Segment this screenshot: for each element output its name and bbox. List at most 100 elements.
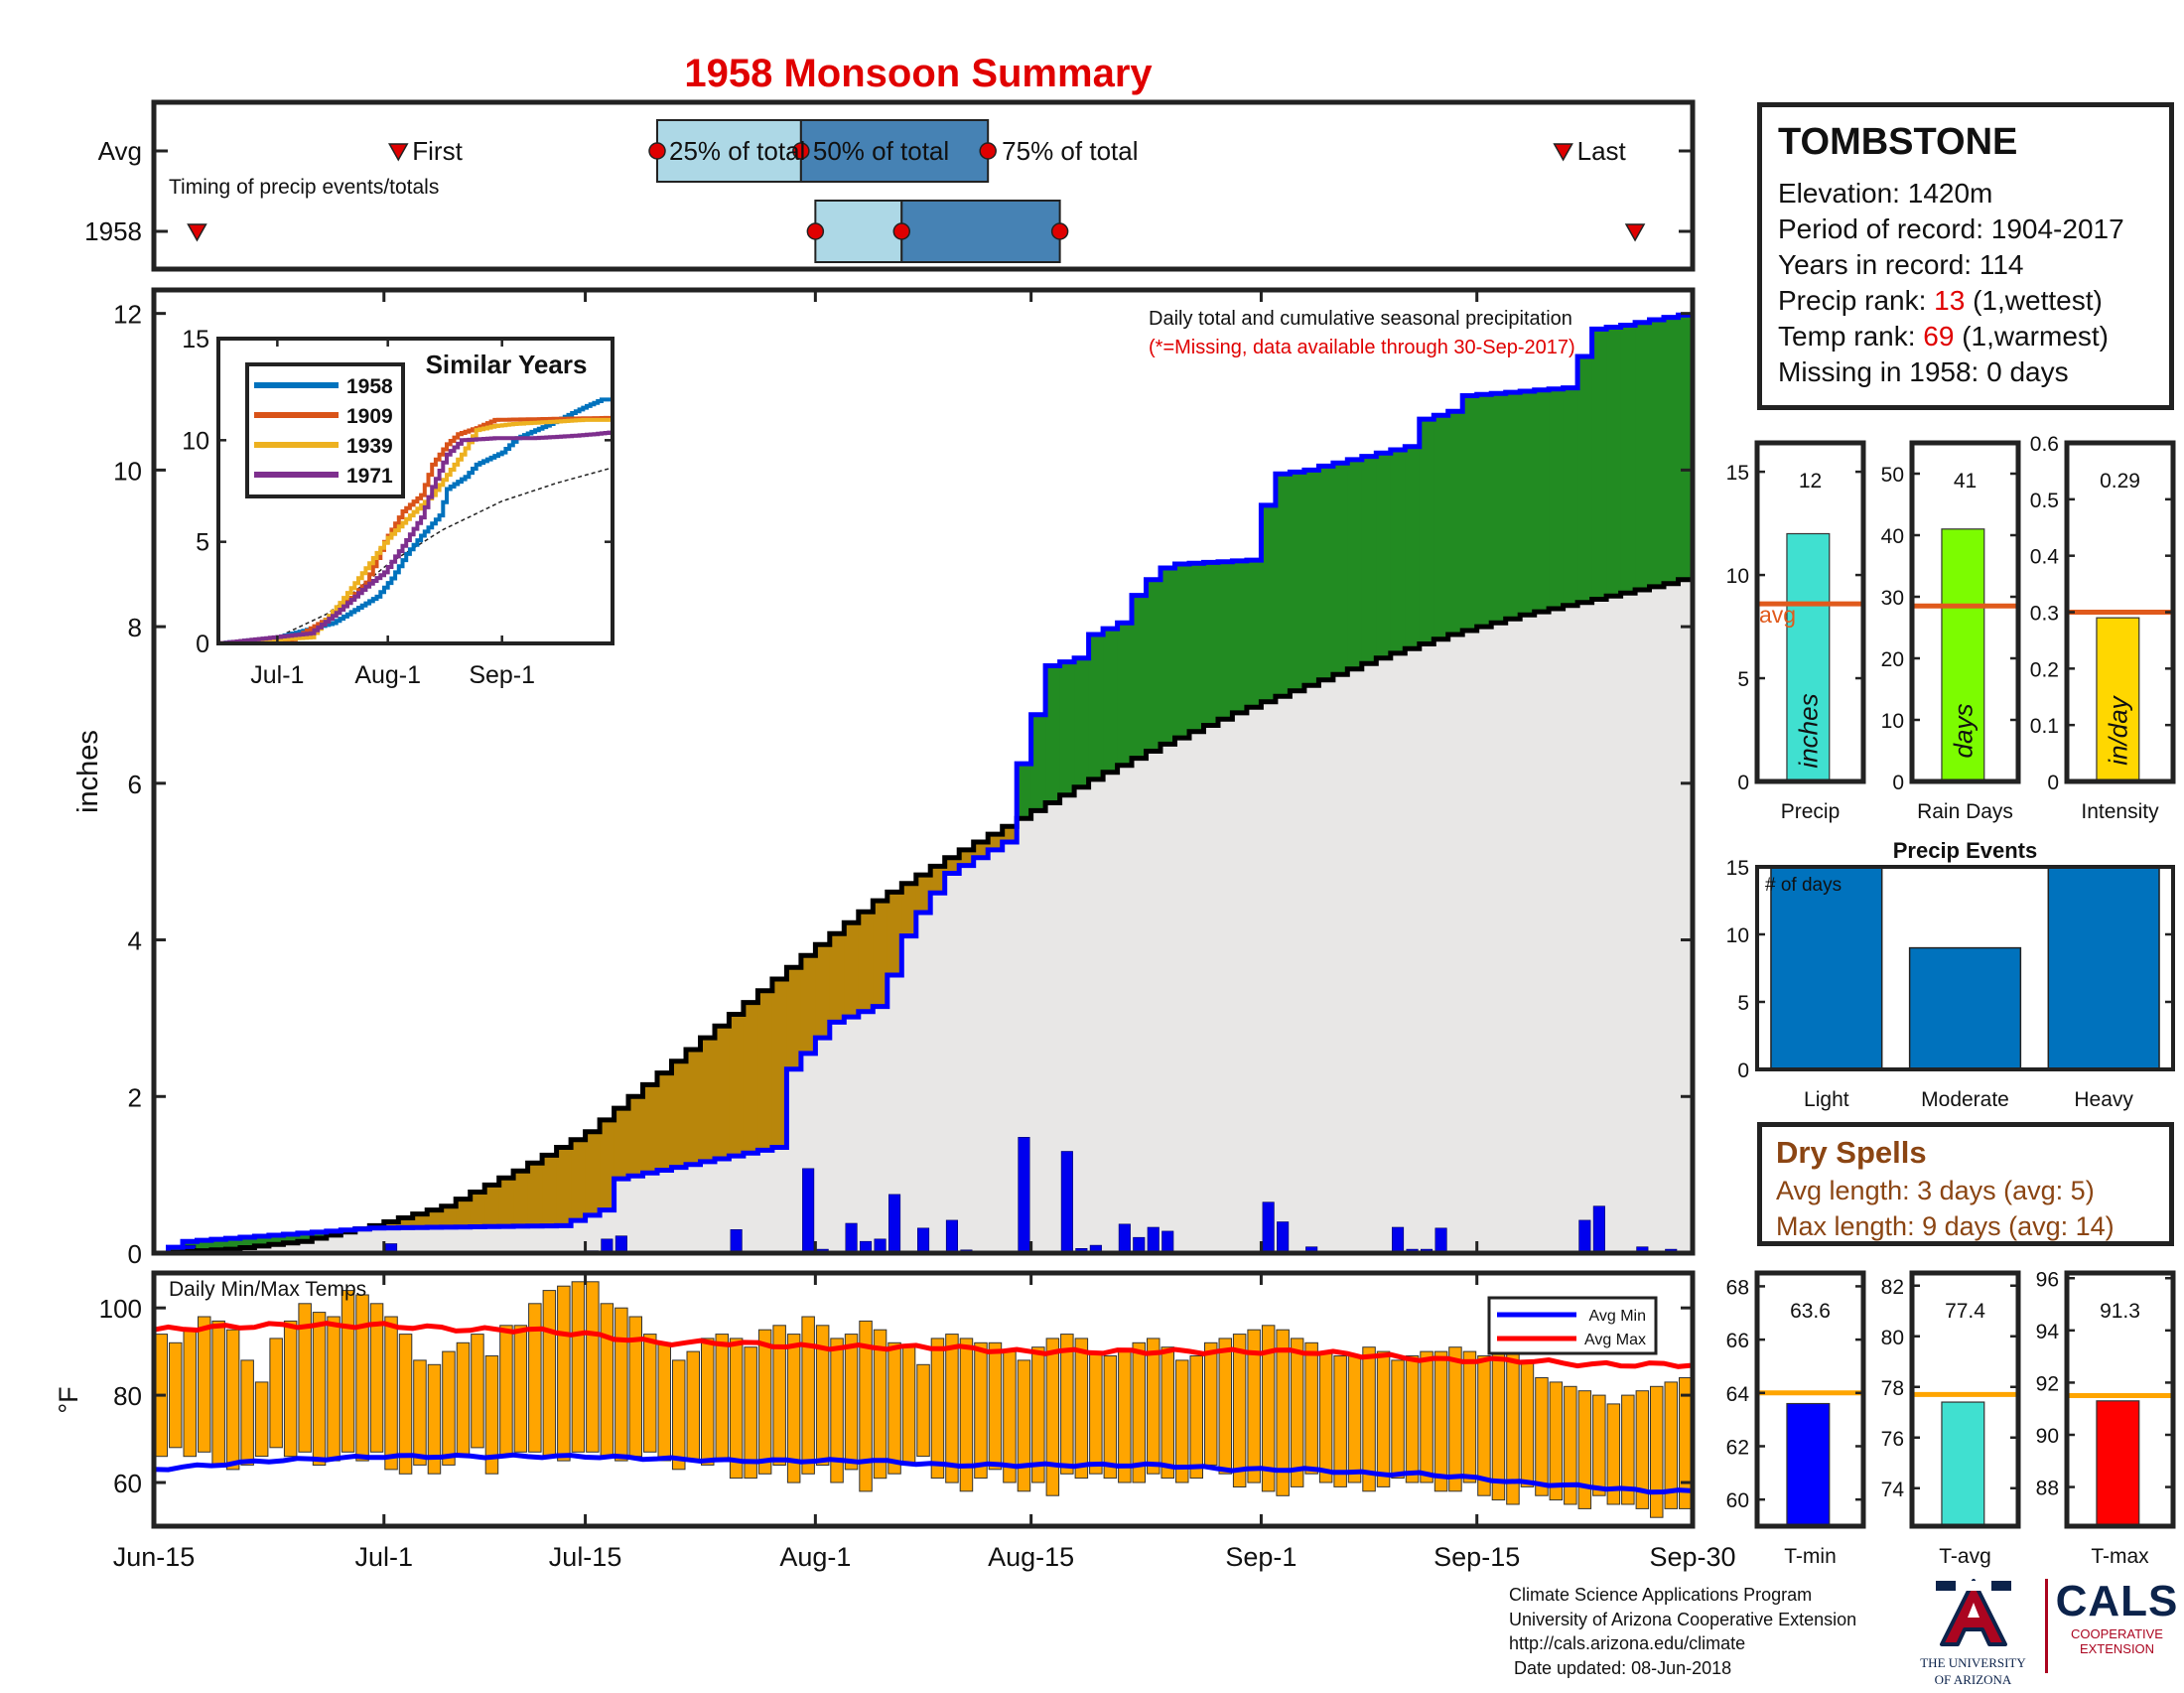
percentile-marker [649,143,665,159]
inset-y-tick-label: 10 [182,427,209,455]
surplus-fill-segment [1391,450,1406,653]
daily-temp-bar [1305,1342,1318,1474]
daily-temp-bar [356,1295,369,1461]
daily-temp-bar [1133,1342,1146,1482]
daily-temp-bar [414,1360,427,1466]
panel-y-tick-label: 40 [1881,525,1904,548]
panel-y-tick-label: 64 [1726,1383,1750,1406]
timing-row-label: 1958 [84,216,142,246]
daily-precip-bar [917,1228,929,1253]
daily-temp-bar [1319,1351,1332,1482]
precip-rank-label: Precip rank: [1778,285,1934,316]
percentile-marker [893,223,909,239]
surplus-fill-segment [1362,457,1377,664]
daily-precip-bar [1277,1222,1289,1254]
surplus-fill-segment [1175,564,1190,738]
panel-y-tick-label: 62 [1726,1436,1749,1459]
deficit-fill-segment [686,1050,701,1165]
temp-y-tick-label: 80 [113,1381,142,1411]
deficit-fill-segment [757,991,772,1151]
daily-temp-bar [1449,1347,1462,1491]
daily-temp-bar [1219,1339,1232,1474]
panel-y-tick-label: 15 [1726,462,1749,485]
daily-temp-bar [1521,1360,1534,1487]
panel-y-tick-label: 50 [1881,464,1904,487]
percentile-marker [980,143,996,159]
station-info-box: TOMBSTONE Elevation: 1420m Period of rec… [1757,102,2174,410]
panel-y-tick-label: 76 [1881,1428,1904,1451]
panel-y-tick-label: 0 [1892,772,1904,794]
temp-y-tick-label: 100 [99,1294,142,1324]
surplus-fill-segment [1160,568,1175,744]
daily-temp-bar [328,1317,341,1461]
deficit-fill-segment [657,1073,672,1171]
daily-temp-bar [1205,1342,1218,1465]
timing-box-q25-q50 [815,201,901,262]
panel-y-tick-label: 82 [1881,1276,1904,1299]
y-tick-label: 2 [128,1082,142,1112]
daily-temp-bar [1406,1356,1419,1483]
events-y-tick-label: 15 [1726,857,1749,880]
surplus-fill-segment [1118,623,1133,766]
daily-temp-bar [399,1335,412,1475]
daily-temp-bar [1176,1360,1189,1482]
daily-temp-bar [931,1339,944,1479]
event-category-label: Light [1804,1088,1849,1111]
surplus-fill-segment [1621,326,1636,594]
event-category-label: Heavy [2074,1088,2133,1111]
daily-temp-bar [845,1335,858,1470]
panel-y-tick-label: 60 [1726,1489,1749,1512]
date-axis-label: Aug-15 [988,1542,1074,1572]
surplus-fill-segment [1218,562,1233,720]
inset-x-tick-label: Sep-1 [469,661,535,689]
panel-y-tick-label: 90 [2036,1425,2059,1448]
deficit-fill-segment [729,1015,744,1157]
surplus-fill-segment [1535,390,1550,612]
daily-temp-bar [184,1330,197,1457]
temp-rank-text: Temp rank: 69 (1,warmest) [1778,319,2155,354]
temp-y-axis-label: °F [54,1386,83,1413]
daily-precip-bar [615,1236,627,1253]
credits-block: Climate Science Applications Program Uni… [1509,1583,1856,1680]
temp-rank-scale: (1,warmest) [1954,321,2109,352]
surplus-fill-segment [1247,560,1262,707]
panel-value-label: 12 [1799,470,1822,493]
daily-temp-bar [946,1335,959,1483]
daily-temp-bar [902,1347,915,1466]
daily-temp-bar [199,1317,211,1452]
daily-temp-bar [170,1342,183,1448]
daily-temp-bar [226,1330,239,1470]
surplus-fill-segment [1420,419,1434,643]
legend-label-1939: 1939 [346,435,393,458]
event-bar-moderate [1910,948,2021,1069]
surplus-fill-segment [1635,323,1650,590]
panel-avg-label: avg [1759,602,1796,628]
panel-x-label: T-min [1784,1545,1837,1568]
events-y-tick-label: 0 [1737,1059,1749,1082]
daily-temp-bar [255,1382,268,1457]
panel-value-label: 41 [1954,470,1977,493]
surplus-fill-segment [1060,662,1075,795]
deficit-fill-segment [859,912,874,1012]
panel-y-tick-label: 96 [2036,1268,2059,1291]
daily-precip-bar [1263,1202,1275,1253]
date-axis-label: Sep-15 [1433,1542,1520,1572]
label-first: First [412,136,463,166]
inset-y-tick-label: 15 [182,326,209,353]
ua-logo-line2: OF ARIZONA [1916,1672,2030,1687]
elevation-text: Elevation: 1420m [1778,176,2155,212]
daily-precip-bar [1392,1227,1404,1253]
date-axis-label: Sep-1 [1225,1542,1297,1572]
daily-temp-bar [1334,1356,1347,1487]
daily-temp-bar [514,1326,527,1453]
cals-logo-text: CALS [2055,1577,2179,1626]
panel-y-tick-label: 0.6 [2030,433,2059,456]
surplus-fill-segment [1189,563,1204,732]
daily-temp-bar [874,1330,887,1479]
daily-temp-bar [673,1360,686,1470]
panel-y-tick-label: 68 [1726,1276,1749,1299]
missing-days-text: Missing in 1958: 0 days [1778,354,2155,390]
